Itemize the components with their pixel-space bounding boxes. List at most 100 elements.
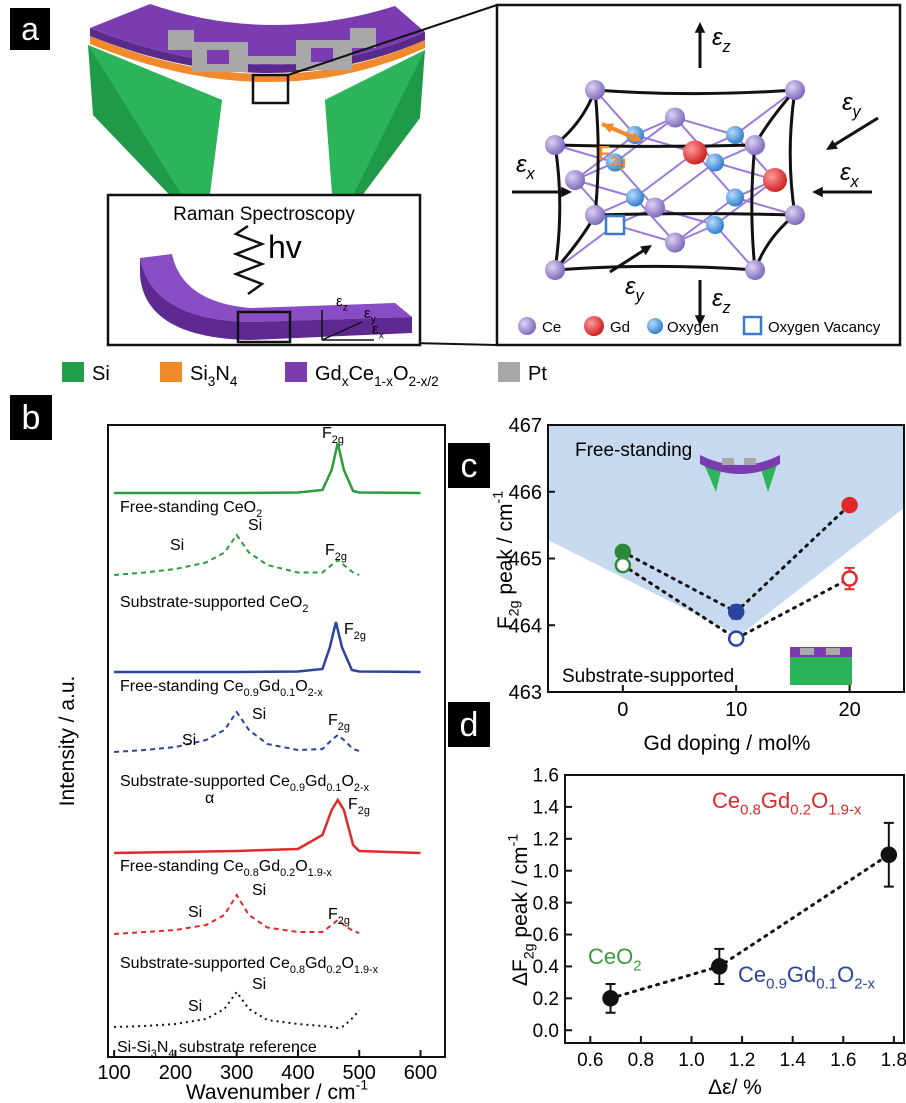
text-run: Gd [761,788,790,813]
panel-label: c [461,447,478,485]
oxygen-atom [626,189,644,207]
material-swatch [160,362,182,382]
x-tick-label: 0 [617,699,628,721]
ce-atom [565,170,585,190]
peak-label: Si [248,517,262,534]
inset-title: Raman Spectroscopy [173,204,355,225]
y-tick-label: 0.8 [533,893,559,914]
text-run: O [295,678,307,695]
spectrum-label: Free-standing Ce0.9Gd0.1O2-x [120,678,323,699]
script-run: 0.2 [790,802,811,819]
icon-pad [744,458,756,465]
text-run: Si [188,904,202,921]
spectrum [114,895,359,934]
script-run: 0.1 [280,687,295,699]
script-run: 2-x [354,782,370,794]
text-run: peak / cm [494,504,517,601]
script-run: z [722,299,731,317]
text-run: O [811,788,828,813]
peak-label: F2g [325,542,347,563]
spectrum-label: Free-standing CeO2 [120,499,262,520]
script-run: -1 [506,834,522,847]
cell-edge [555,215,595,270]
text-run: O [341,955,353,972]
text-run: Si [252,976,266,993]
material-swatch [285,362,307,382]
text-run: α [205,790,214,807]
text-run: Si [190,363,208,385]
annotation: CeO2 [588,944,642,975]
peak-label: Si [188,998,202,1015]
text-run: ε [840,159,851,186]
panel-label: b [22,399,41,437]
text-run: F [344,621,354,638]
peak-label: α [205,790,214,807]
text-run: ΔF [509,959,532,986]
data-point [843,498,857,512]
script-run: 3 [208,374,216,389]
data-point [604,991,618,1005]
spectrum [114,535,359,575]
icon-film [790,647,852,657]
oxygen-atom [706,154,724,172]
text-run: Gd [787,962,816,987]
legend-gd [584,316,604,336]
series-label: Substrate-supported [562,666,734,687]
cell-edge [595,90,795,94]
script-run: 4 [230,374,238,389]
data-point [882,848,896,862]
x-axis-title: Gd doping / mol% [644,732,811,755]
script-run: 1.9-x [354,964,379,976]
text-run: Gd [305,955,326,972]
peak-label: F2g [348,796,370,817]
cell-edge [755,90,795,145]
script-run: 2 [302,603,308,615]
strain-arrow [610,249,645,272]
peak-label: Si [188,904,202,921]
page: a b c d Raman Spectroscopy hv εzεyεxεzεy… [0,0,906,1103]
strain-label: εz [712,285,731,317]
data-point [616,545,630,559]
text-run: Gd [315,363,342,385]
oxygen-atom [726,189,744,207]
text-run: O [393,363,409,385]
text-run: Free-standing CeO [120,499,256,516]
text-run: F [328,906,338,923]
ce-atom [585,80,605,100]
x-tick-label: 1.4 [779,1050,806,1071]
cell-edge [555,266,755,270]
script-run: z [343,303,348,314]
y-tick-label: 467 [509,415,542,437]
script-run: 2g [610,154,626,169]
text-run: Substrate-supported Ce [120,773,290,790]
material-label: Si3N4 [190,363,238,389]
cell-edge [755,215,795,270]
data-point [729,632,743,646]
text-run: ε [625,273,636,300]
text-run: N [215,363,229,385]
material-label: GdxCe1-xO2-x/2 [315,363,439,389]
text-run: F [328,712,338,729]
text-run: Si [92,363,110,385]
cell-edge [790,90,795,215]
x-tick-label: 0.8 [628,1050,654,1071]
script-run: 0.9 [244,687,259,699]
script-run: x [379,331,384,342]
spectrum [114,443,420,493]
x-tick-label: 0.6 [577,1050,603,1071]
text-run: Ce [712,788,740,813]
text-run: O [837,962,854,987]
script-run: 2-x/2 [409,374,439,389]
script-run: 0.2 [326,964,341,976]
cell-edge [752,145,755,270]
text-run: F [348,796,358,813]
bond [655,163,715,208]
y-tick-label: 0.2 [533,989,559,1010]
ce-atom [785,80,805,100]
script-run: 2g [338,721,350,733]
gd-atom [763,168,787,192]
series-label: Free-standing [575,440,692,461]
text-run: Free-standing Ce [120,858,244,875]
text-run: Substrate-supported CeO [120,594,302,611]
text-run: Si [252,882,266,899]
